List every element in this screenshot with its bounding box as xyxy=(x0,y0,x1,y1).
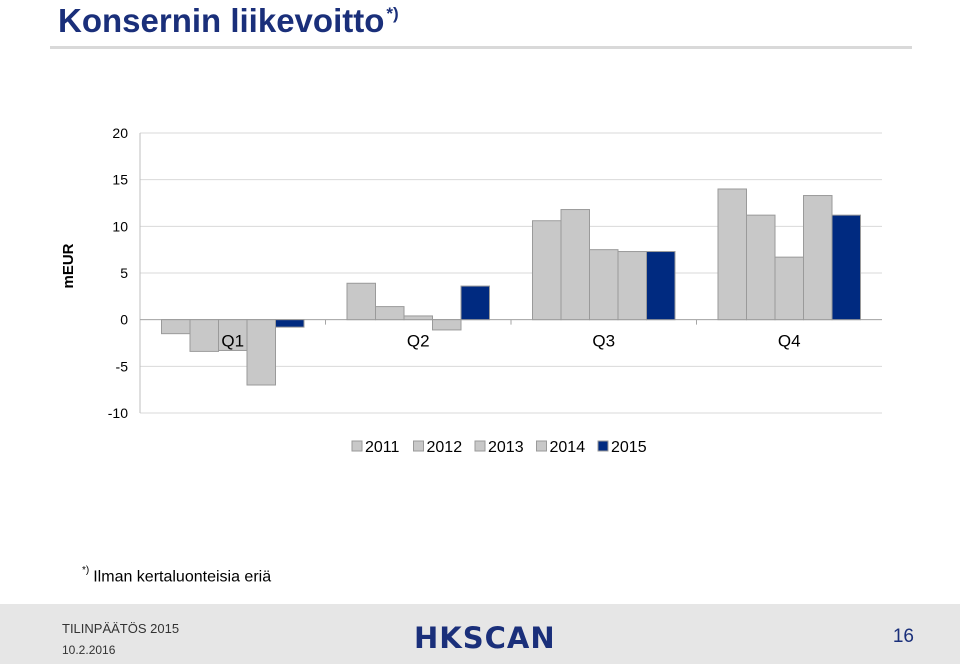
bar-q4-2012 xyxy=(746,214,776,321)
bar-q4-2011 xyxy=(717,188,747,321)
bar-q3-2012 xyxy=(560,209,590,321)
bar-q3-2015 xyxy=(646,251,676,321)
bar-q3-2013 xyxy=(589,249,619,321)
y-tick-label: 10 xyxy=(112,218,128,234)
legend-label-2011: 2011 xyxy=(365,439,400,456)
legend-swatch-2013 xyxy=(474,440,486,452)
y-tick-label: -10 xyxy=(108,405,128,421)
bar-q3-2011 xyxy=(532,220,562,321)
bar-q1-2015 xyxy=(275,319,305,328)
legend-label-2013: 2013 xyxy=(488,439,524,456)
x-category-label: Q4 xyxy=(778,332,801,351)
bar-q4-2014 xyxy=(803,195,833,321)
bar-q3-2014 xyxy=(617,251,647,321)
footnote: *) Ilman kertaluonteisia eriä xyxy=(82,565,272,586)
bar-q1-2012 xyxy=(189,319,219,352)
y-tick-label: 5 xyxy=(120,265,128,281)
hkscan-logo: HKSCAN xyxy=(414,621,556,655)
y-tick-label: 15 xyxy=(112,172,128,188)
title-divider xyxy=(50,46,912,49)
bar-q2-2012 xyxy=(375,306,405,321)
legend-label-2012: 2012 xyxy=(427,439,463,456)
footnote-superscript: *) xyxy=(82,565,90,576)
bar-q2-2015 xyxy=(460,285,490,321)
bar-q2-2014 xyxy=(432,319,462,331)
y-axis-title: mEUR xyxy=(60,243,77,288)
bar-q2-2013 xyxy=(403,315,433,321)
bar-q2-2011 xyxy=(346,282,376,321)
legend-label-2014: 2014 xyxy=(550,439,586,456)
legend-label-2015: 2015 xyxy=(611,439,647,456)
bar-q4-2015 xyxy=(831,214,861,321)
footer-date: 10.2.2016 xyxy=(62,643,116,657)
legend-swatch-2014 xyxy=(536,440,547,452)
bar-q1-2011 xyxy=(161,319,191,335)
footer-report-title: TILINPÄÄTÖS 2015 xyxy=(62,621,180,636)
page-number: 16 xyxy=(892,626,914,647)
footer-bar: TILINPÄÄTÖS 2015 10.2.2016 HKSCAN 16 xyxy=(0,604,960,664)
slide-title: Konsernin liikevoitto *) xyxy=(58,2,399,40)
x-category-label: Q2 xyxy=(407,332,430,351)
y-tick-label: 20 xyxy=(112,125,128,141)
x-category-label: Q1 xyxy=(221,332,244,351)
footnote-text: Ilman kertaluonteisia eriä xyxy=(93,568,272,586)
y-tick-label: -5 xyxy=(116,358,129,374)
x-category-label: Q3 xyxy=(592,332,615,351)
legend-swatch-2012 xyxy=(413,440,424,452)
bar-q4-2013 xyxy=(774,256,804,321)
legend-swatch-2011 xyxy=(351,440,363,452)
slide-title-superscript: *) xyxy=(386,4,399,23)
bar-q1-2014 xyxy=(246,319,276,386)
y-tick-label: 0 xyxy=(120,312,128,328)
slide-title-text: Konsernin liikevoitto xyxy=(58,2,385,39)
legend-swatch-2015 xyxy=(597,440,609,452)
